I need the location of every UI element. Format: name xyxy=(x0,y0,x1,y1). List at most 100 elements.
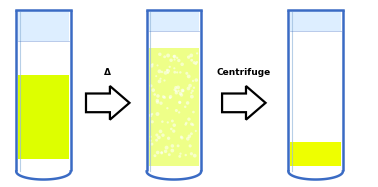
Polygon shape xyxy=(86,86,129,120)
Point xyxy=(149,113,155,116)
Point xyxy=(167,95,174,98)
Bar xyxy=(18,11,69,41)
Point xyxy=(161,79,167,82)
Point xyxy=(165,71,171,74)
Point xyxy=(156,80,163,83)
Point xyxy=(193,79,199,82)
Point xyxy=(155,101,161,104)
Point xyxy=(154,134,160,137)
Bar xyxy=(18,75,69,159)
Point xyxy=(169,149,175,152)
Point xyxy=(193,62,199,65)
Point xyxy=(160,134,166,137)
Point xyxy=(168,59,174,62)
Point xyxy=(193,129,199,132)
Point xyxy=(169,144,175,147)
Point xyxy=(165,69,171,72)
Point xyxy=(150,89,156,92)
Point xyxy=(149,63,155,66)
Point xyxy=(163,150,169,153)
Point xyxy=(155,113,161,116)
Point xyxy=(157,53,163,56)
Point xyxy=(172,71,178,74)
Point xyxy=(189,95,195,98)
Point xyxy=(149,143,155,146)
Point xyxy=(187,84,193,87)
Point xyxy=(175,86,181,89)
Point xyxy=(166,153,172,156)
Point xyxy=(172,55,178,58)
Point xyxy=(159,70,165,73)
Point xyxy=(155,64,161,67)
Point xyxy=(173,90,179,93)
Point xyxy=(177,92,183,95)
Point xyxy=(167,65,173,68)
Point xyxy=(153,75,159,78)
Point xyxy=(194,61,200,64)
Bar xyxy=(149,47,199,166)
Point xyxy=(155,94,161,97)
Point xyxy=(158,77,164,80)
Point xyxy=(149,120,155,123)
Point xyxy=(177,101,183,104)
Point xyxy=(161,95,167,98)
Point xyxy=(148,84,154,87)
Point xyxy=(178,94,184,96)
Point xyxy=(163,71,169,74)
Point xyxy=(180,89,186,92)
Point xyxy=(194,52,200,55)
Point xyxy=(174,109,180,112)
Point xyxy=(159,151,165,154)
Point xyxy=(152,93,158,96)
Point xyxy=(169,119,175,122)
Point xyxy=(188,54,194,57)
Point xyxy=(147,114,153,117)
Point xyxy=(186,56,192,59)
Point xyxy=(175,89,181,92)
Point xyxy=(171,67,177,70)
Bar xyxy=(149,11,199,31)
Point xyxy=(172,58,178,61)
Point xyxy=(158,130,164,133)
Point xyxy=(185,137,191,140)
Point xyxy=(174,71,180,74)
Point xyxy=(167,96,173,99)
Point xyxy=(178,152,184,155)
Text: Centrifuge: Centrifuge xyxy=(217,68,271,77)
Point xyxy=(172,88,178,91)
Point xyxy=(166,137,172,140)
Point xyxy=(177,101,183,104)
Point xyxy=(156,136,162,139)
Text: Δ: Δ xyxy=(104,68,111,77)
Point xyxy=(160,120,166,123)
Point xyxy=(184,72,190,75)
Point xyxy=(176,59,182,62)
Point xyxy=(177,155,183,158)
Point xyxy=(148,135,154,138)
Point xyxy=(148,139,154,142)
Point xyxy=(188,132,194,135)
Point xyxy=(182,105,188,108)
Point xyxy=(165,121,171,124)
Point xyxy=(179,136,185,139)
Point xyxy=(192,154,198,157)
Point xyxy=(154,99,160,102)
Point xyxy=(183,154,189,157)
Point xyxy=(186,87,192,90)
Point xyxy=(190,79,196,82)
Point xyxy=(175,144,181,147)
Point xyxy=(162,55,168,58)
Point xyxy=(187,144,193,147)
Point xyxy=(191,61,197,64)
Bar xyxy=(290,142,341,166)
Point xyxy=(190,123,196,126)
Point xyxy=(189,59,195,62)
Point xyxy=(191,86,197,89)
Point xyxy=(159,151,165,154)
Point xyxy=(171,55,177,58)
Point xyxy=(189,122,195,125)
Point xyxy=(149,64,155,67)
Point xyxy=(177,71,183,74)
Point xyxy=(186,135,192,138)
Point xyxy=(186,75,192,78)
